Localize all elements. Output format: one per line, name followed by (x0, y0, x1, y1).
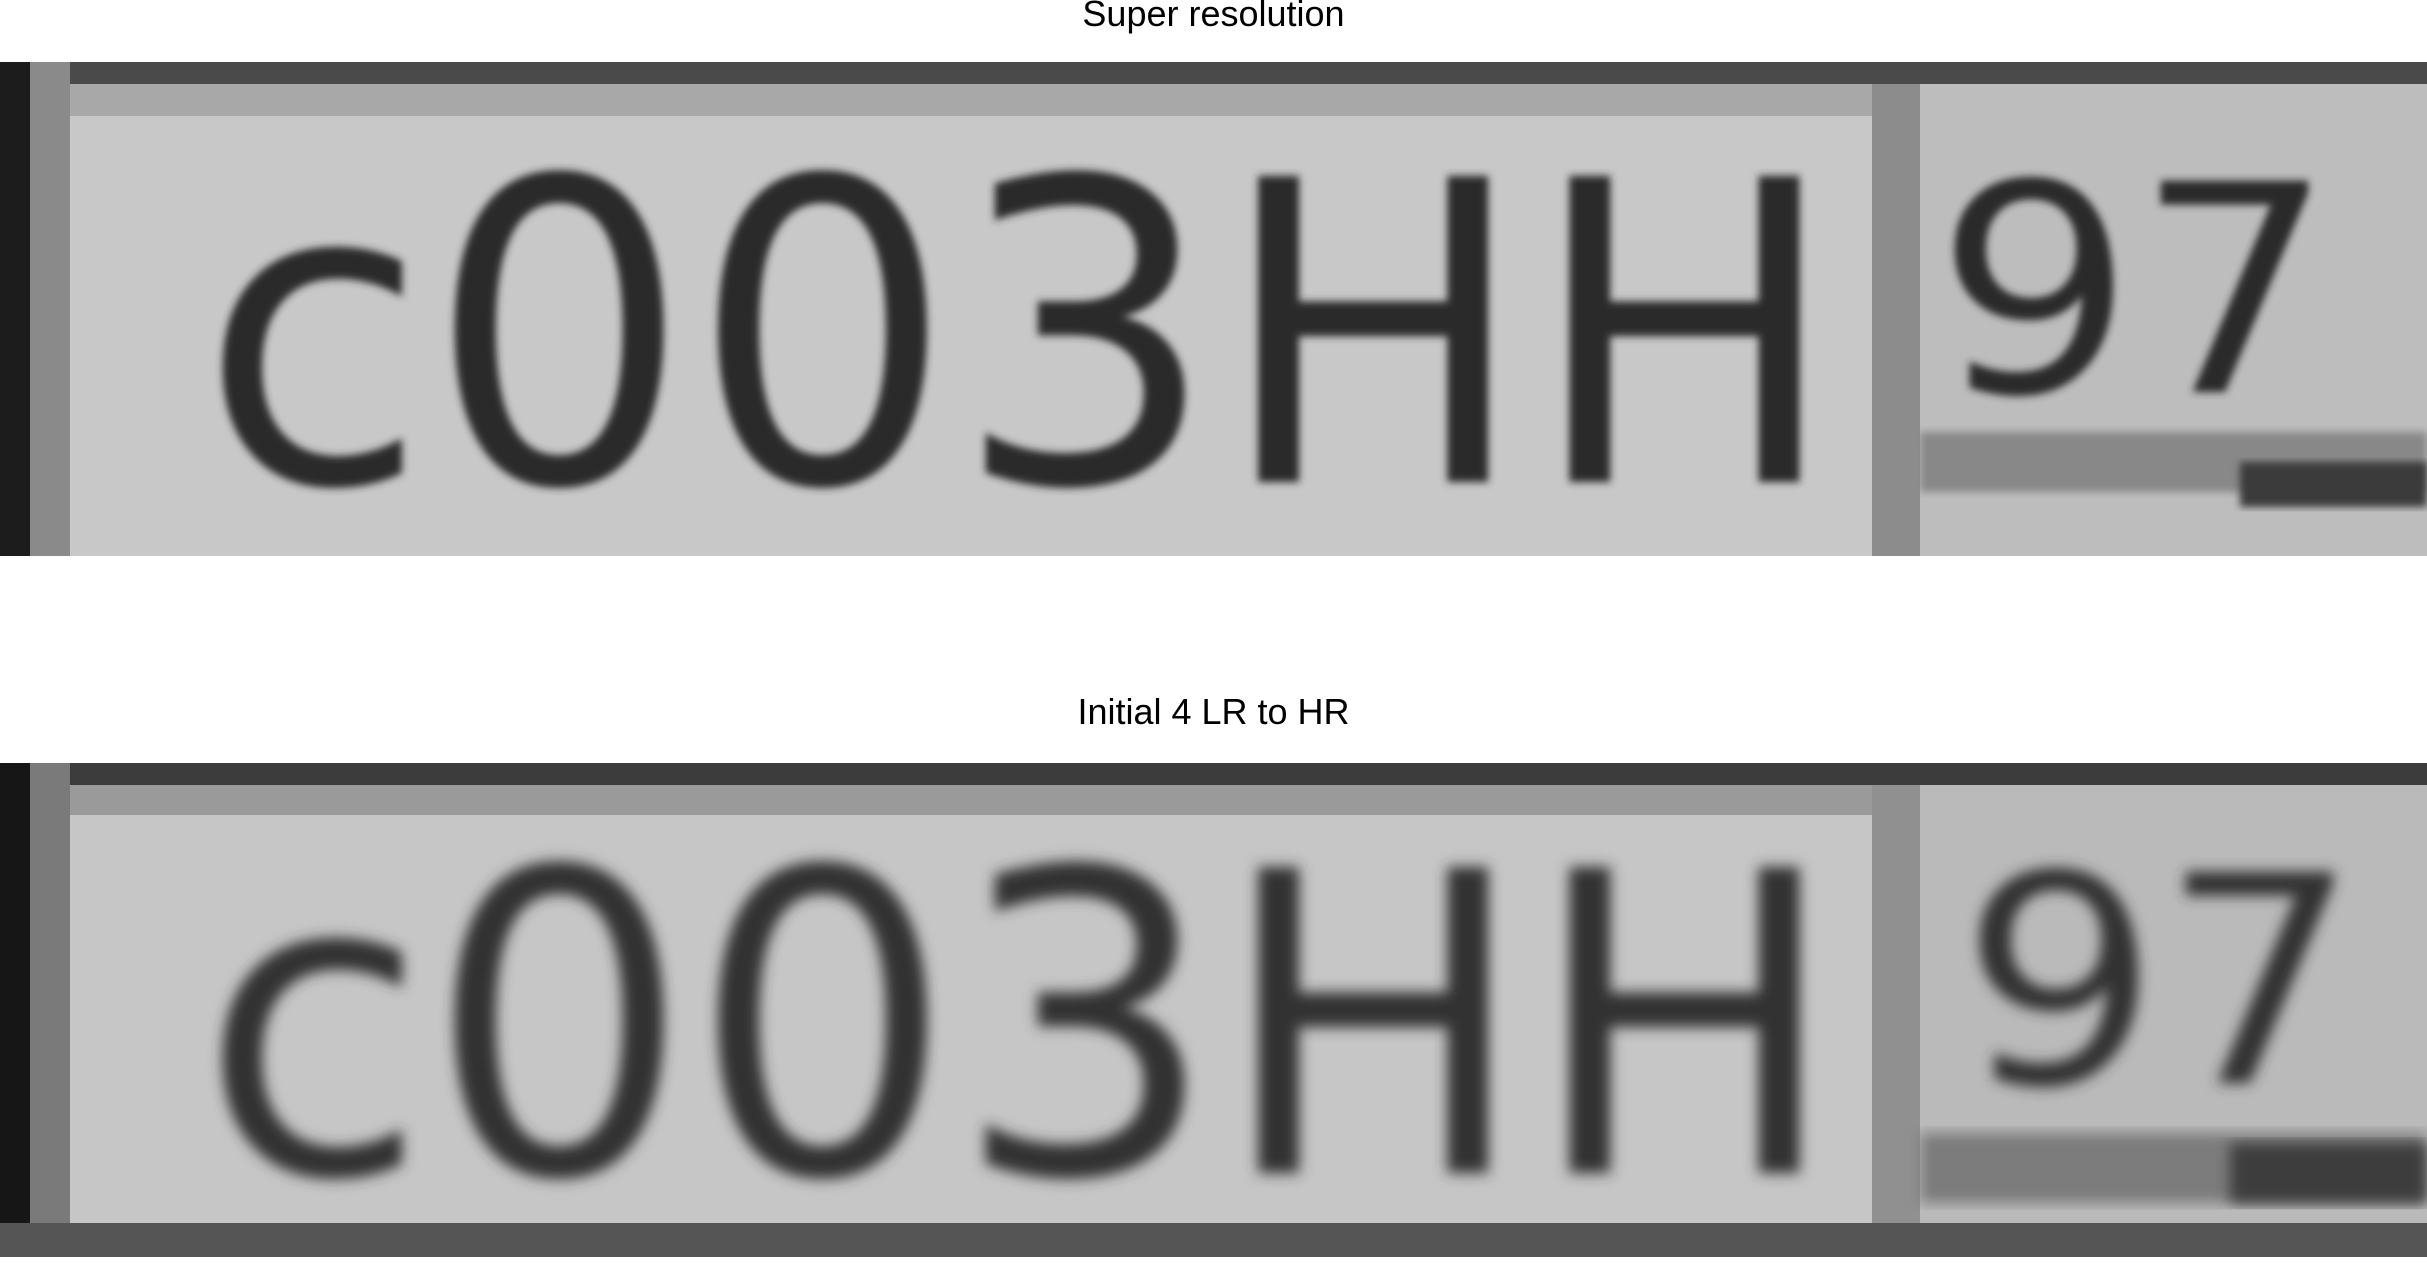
license-plate-image-initial-lr-to-hr: c003HH 97 (0, 763, 2427, 1257)
plate-main-characters: c003HH (200, 93, 1840, 556)
panel-title-super-resolution: Super resolution (1082, 0, 1345, 34)
plate-region-characters: 97 (1935, 124, 2335, 461)
plate-main-characters: c003HH (200, 784, 1840, 1257)
plate-region-characters: 97 (1960, 815, 2360, 1152)
panel-title-initial-lr-to-hr: Initial 4 LR to HR (1077, 691, 1350, 732)
license-plate-image-super-resolution: c003HH 97 (0, 62, 2427, 556)
